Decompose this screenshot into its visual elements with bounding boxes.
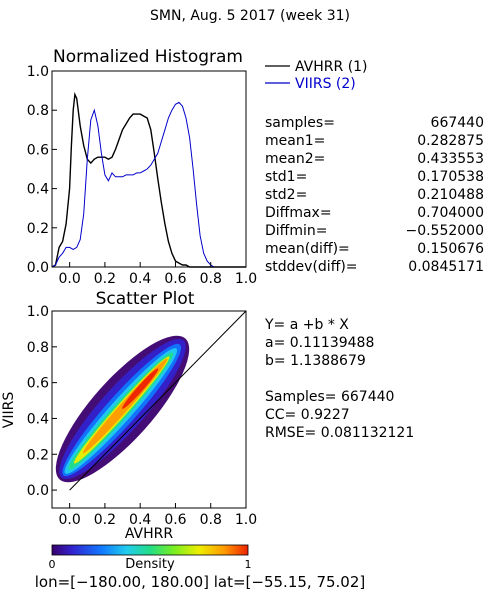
scatter-y-tick-label: 1.0 [27,304,49,320]
histogram-line-avhrr [51,91,246,268]
scatter-x-label: AVHRR [125,526,174,542]
scatter-density-cloud [55,335,190,483]
figure-title: SMN, Aug. 5 2017 (week 31) [150,8,350,24]
legend-label-avhrr: AVHRR (1) [295,59,368,75]
stat-value: 0.210488 [417,187,484,203]
histogram-x-tick-label: 0.2 [94,271,116,287]
stats-table: samples= 667440 mean1= 0.282875 mean2= 0… [265,115,484,275]
scatter-x-axis: 0.0 0.2 0.4 0.6 0.8 1.0 [59,503,257,528]
stat-value: −0.552000 [405,223,484,239]
scatter-x-tick-label: 1.0 [235,512,257,528]
histogram-x-tick-label: 1.0 [235,271,257,287]
stat-label: mean2= [265,151,325,167]
histogram-x-tick-label: 0.8 [200,271,222,287]
regression-equation: Y= a +b * X [264,317,349,333]
one-to-one-line [69,310,247,491]
stat-label: mean1= [265,133,325,149]
stat-value: 0.704000 [417,205,484,221]
histogram-line-viirs [51,101,246,268]
stat-label: mean(diff)= [265,241,350,257]
scatter-panel: Scatter Plot 0.0 0.2 0.4 0.6 0.8 1.0 0.00.20.… [1,289,414,542]
regression-slope: b= 1.1388679 [265,353,366,369]
scatter-title: Scatter Plot [96,289,195,309]
scatter-x-tick-label: 0.8 [200,512,222,528]
density-colorbar: 0 Density 1 [49,544,252,572]
scatter-y-tick-label: 0.6 [27,376,49,392]
histogram-y-tick-label: 0.4 [27,182,49,198]
histogram-y-tick-label: 0.6 [27,142,49,158]
histogram-x-axis: 0.0 0.2 0.4 0.6 0.8 1.0 [59,262,257,287]
histogram-y-tick-label: 0.0 [27,260,49,276]
stat-value: 667440 [431,115,484,131]
scatter-y-tick-label: 0.0 [27,483,49,499]
colorbar-title: Density [125,557,175,572]
stat-label: Diffmin= [265,223,327,239]
histogram-y-tick-label: 1.0 [27,64,49,80]
stat-value: 0.150676 [417,241,484,257]
stat-label: stddev(diff)= [265,259,358,275]
stat-value: 0.433553 [417,151,484,167]
histogram-title: Normalized Histogram [53,47,243,67]
histogram-x-tick-label: 0.4 [129,271,151,287]
stat-label: Diffmax= [265,205,332,221]
stat-label: std1= [265,169,307,185]
regression-samples: Samples= 667440 [265,389,394,405]
histogram-panel: Normalized Histogram 0.0 0.2 0.4 0.6 0.8 1.0 … [27,47,484,287]
scatter-x-tick-label: 0.4 [129,512,151,528]
legend-label-viirs: VIIRS (2) [295,76,356,92]
histogram-y-tick-label: 0.2 [27,221,49,237]
stat-value: 0.170538 [417,169,484,185]
regression-correlation: CC= 0.9227 [265,407,350,423]
colorbar-max-label: 1 [245,558,252,571]
scatter-frame [51,310,247,509]
regression-rmse: RMSE= 0.081132121 [265,425,414,441]
footer-range: lon=[−180.00, 180.00] lat=[−55.15, 75.02… [35,573,365,591]
regression-stats: Y= a +b * X a= 0.11139488 b= 1.1388679 S… [264,317,414,441]
scatter-x-tick-label: 0.2 [94,512,116,528]
stat-value: 0.0845171 [408,259,484,275]
scatter-y-tick-label: 0.2 [27,447,49,463]
stat-label: std2= [265,187,307,203]
histogram-y-axis: 0.0 0.2 0.4 0.6 0.8 1.0 [27,64,57,276]
stat-label: samples= [265,115,335,131]
scatter-y-tick-label: 0.8 [27,340,49,356]
stat-value: 0.282875 [417,133,484,149]
histogram-x-tick-label: 0.6 [164,271,186,287]
histogram-series-group [51,91,246,268]
scatter-y-axis: 0.0 0.2 0.4 0.6 0.8 1.0 [27,304,57,499]
histogram-x-tick-label: 0.0 [59,271,81,287]
regression-intercept: a= 0.11139488 [265,335,374,351]
colorbar-gradient [51,544,249,556]
histogram-y-tick-label: 0.8 [27,103,49,119]
colorbar-min-label: 0 [49,558,56,571]
histogram-frame [51,70,247,268]
histogram-legend: AVHRR (1) VIIRS (2) [265,59,368,92]
scatter-y-label: VIIRS [1,392,17,429]
scatter-x-tick-label: 0.6 [164,512,186,528]
density-layer-7 [122,368,159,409]
scatter-x-tick-label: 0.0 [59,512,81,528]
scatter-y-tick-label: 0.4 [27,411,49,427]
